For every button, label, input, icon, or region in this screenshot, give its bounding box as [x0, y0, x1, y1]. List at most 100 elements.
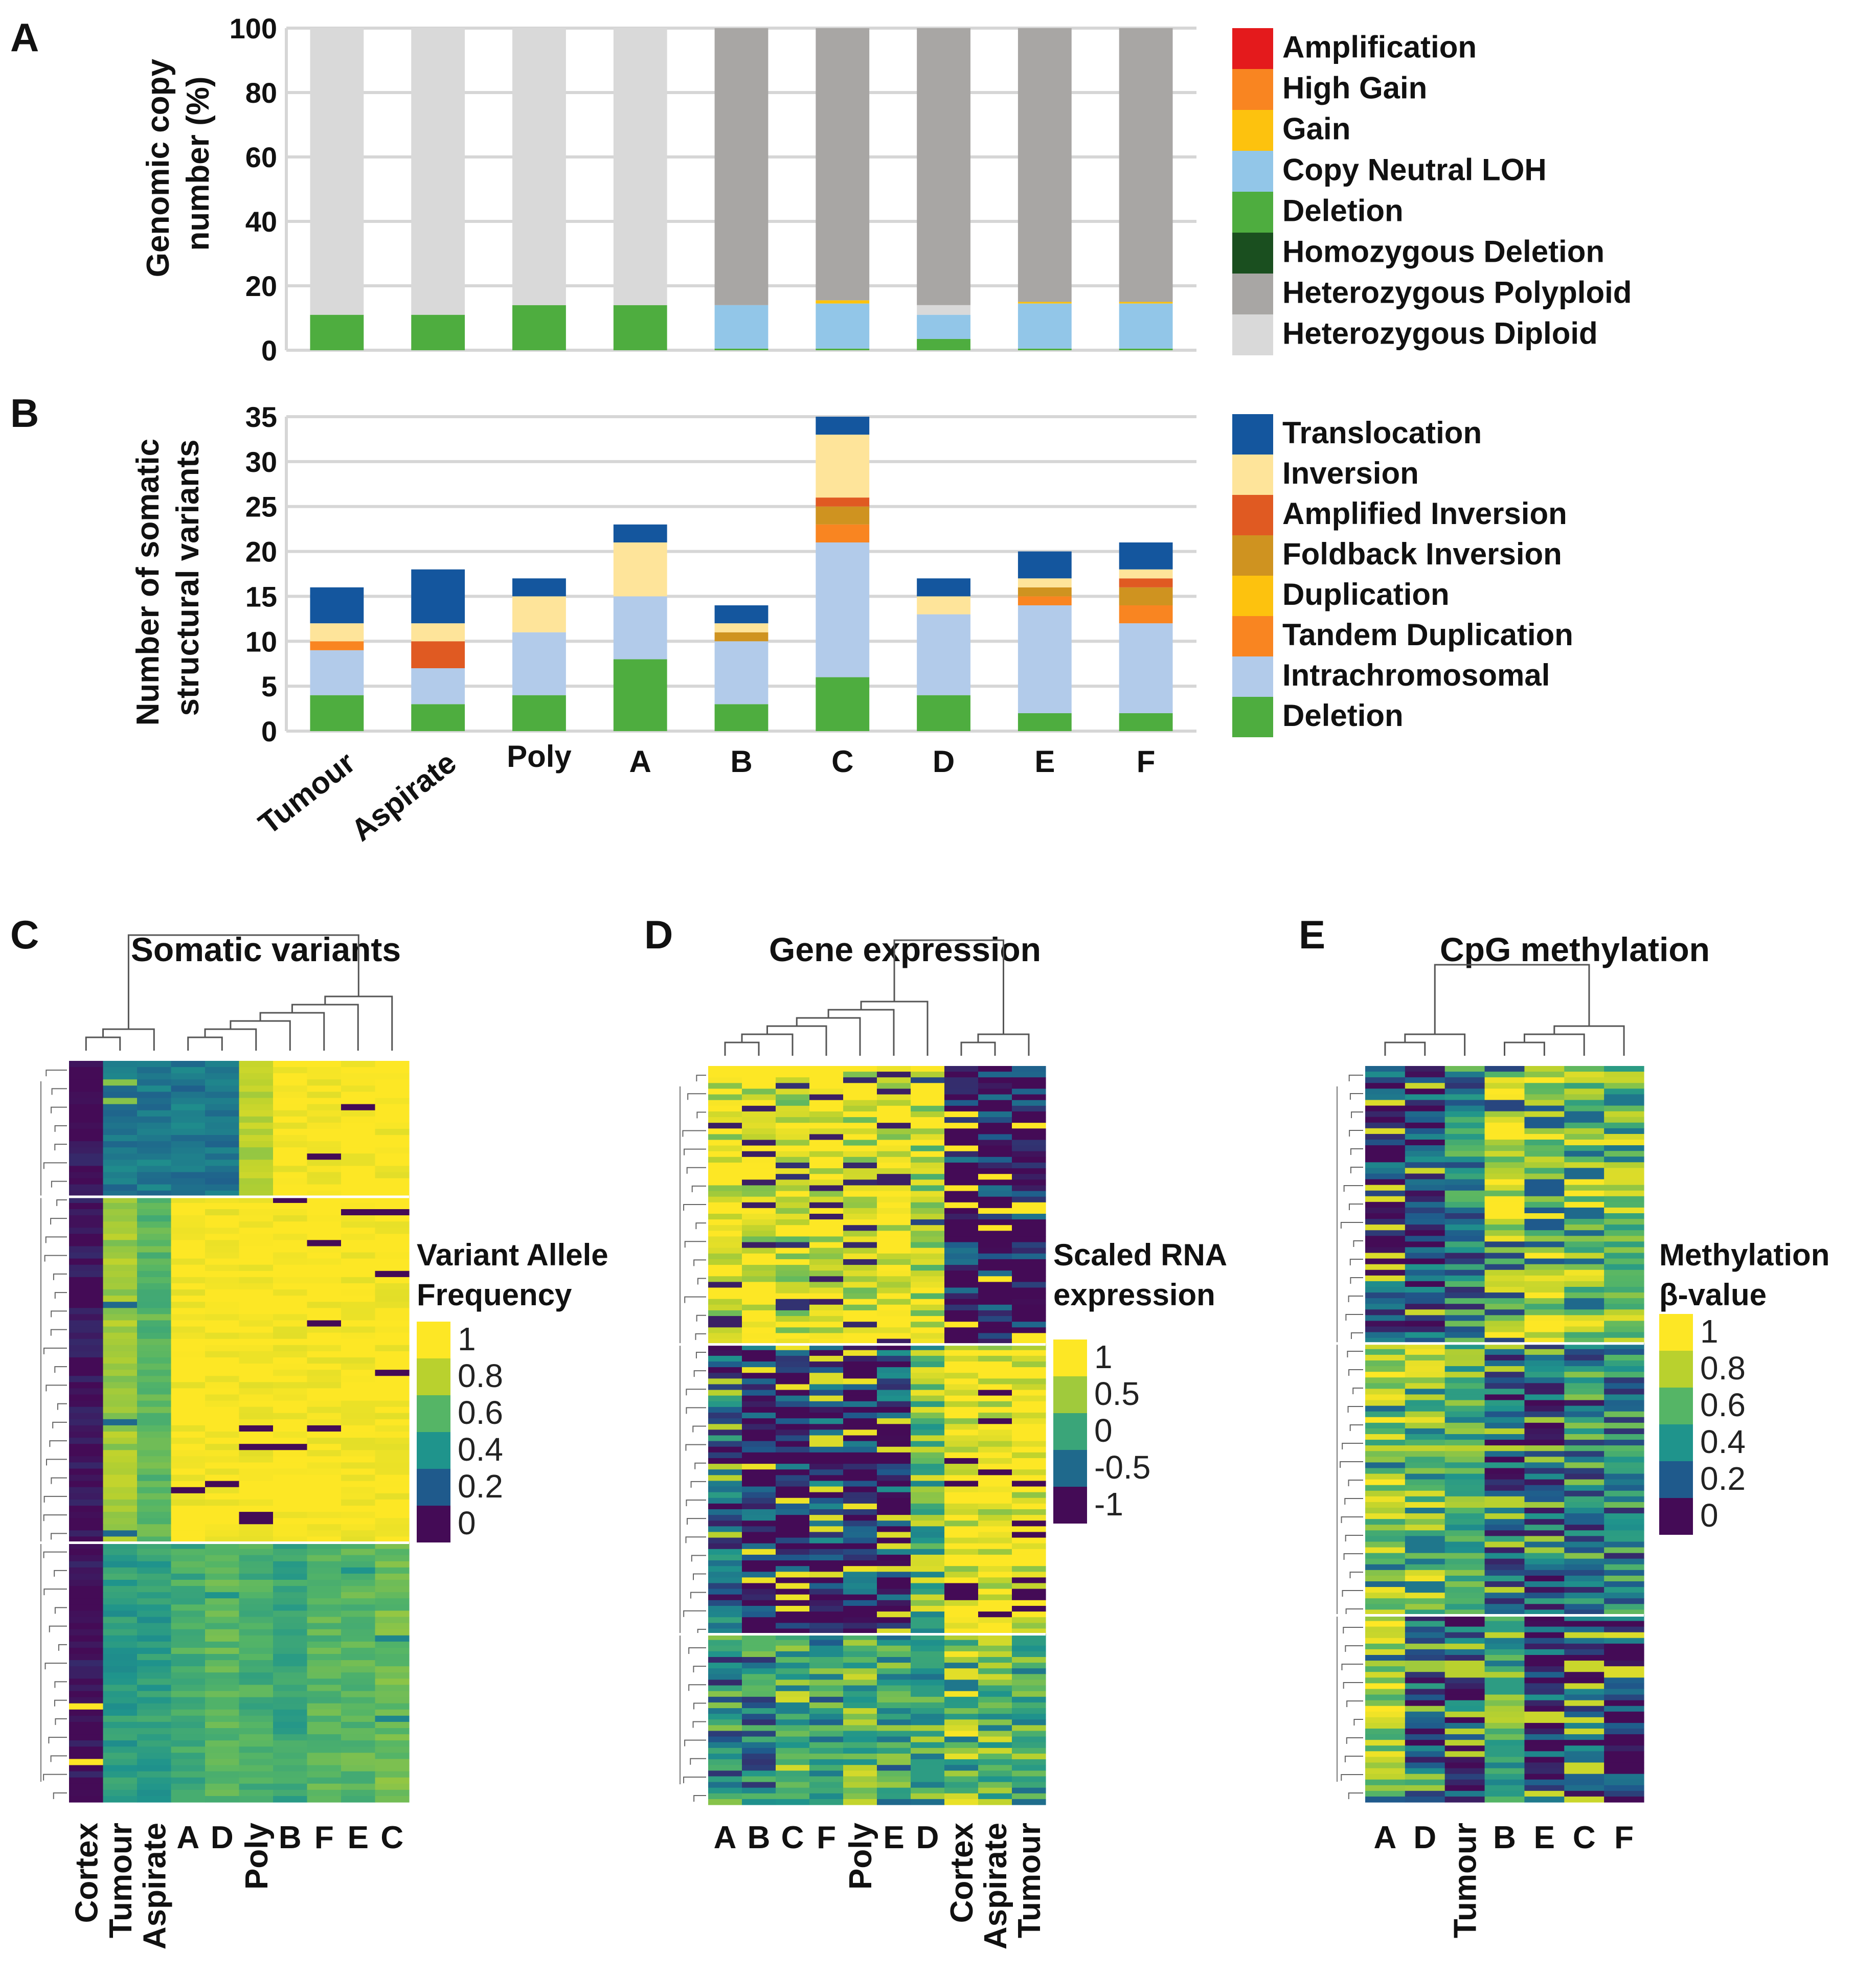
cell-aspirate-row-1-32	[137, 1394, 172, 1401]
cell-e-row-2-10	[341, 1604, 376, 1611]
y-tick-label-60: 60	[245, 141, 277, 173]
bar-e-intrachromosomal	[1018, 605, 1072, 713]
cell-a-row-0-45	[1365, 1321, 1406, 1327]
cell-tumour-row-1-40	[1444, 1570, 1485, 1576]
cell-tumour-row-2-18	[1444, 1717, 1485, 1723]
cell-c-row-0-7	[776, 1105, 810, 1112]
cell-e-row-2-13	[341, 1623, 376, 1630]
cell-a-row-1-42	[708, 1583, 742, 1590]
cell-c-row-1-50	[375, 1506, 410, 1512]
cell-tumour-row-0-47	[1444, 1332, 1485, 1338]
cell-d-row-0-26	[911, 1214, 945, 1220]
cell-cortex-row-2-10	[944, 1691, 979, 1697]
cell-poly-row-2-20	[843, 1747, 877, 1754]
cell-cortex-row-1-37	[944, 1554, 979, 1561]
cell-b-row-2-6	[1484, 1649, 1525, 1655]
cell-e-row-2-38	[341, 1777, 376, 1784]
cell-cortex-row-2-16	[944, 1725, 979, 1732]
cell-tumour-row-2-0	[1444, 1615, 1485, 1622]
cell-b-row-2-18	[742, 1736, 776, 1743]
cell-c-row-0-32	[776, 1247, 810, 1254]
cell-poly-row-1-38	[239, 1432, 274, 1438]
cell-f-row-1-18	[307, 1308, 342, 1315]
cell-e-row-2-17	[341, 1647, 376, 1654]
x-tick-label-a: A	[629, 744, 651, 779]
gene-expression-title: Gene expression	[769, 930, 1041, 968]
cell-poly-row-1-17	[843, 1441, 877, 1447]
cell-d-row-0-1	[205, 1067, 240, 1074]
cell-poly-row-0-47	[843, 1333, 877, 1340]
cell-poly-row-1-21	[239, 1326, 274, 1333]
cell-d-row-1-36	[205, 1419, 240, 1426]
cell-tumour-row-1-22	[103, 1332, 138, 1340]
cell-tumour-row-2-28	[1012, 1793, 1046, 1800]
cell-a-row-1-28	[1365, 1502, 1406, 1508]
cell-e-row-0-7	[877, 1105, 911, 1112]
cell-d-row-1-18	[911, 1446, 945, 1453]
cell-b-row-0-45	[742, 1322, 776, 1328]
cell-c-row-2-41	[375, 1796, 410, 1803]
cell-c-row-1-25	[1564, 1485, 1604, 1491]
cell-c-row-2-11	[375, 1610, 410, 1618]
cell-f-row-1-38	[1604, 1558, 1644, 1565]
row-dendrogram-branch-12	[1348, 1296, 1363, 1302]
cell-tumour-row-0-22	[1444, 1190, 1485, 1197]
dendrogram-branch-left-4	[796, 1017, 861, 1056]
cell-tumour-row-0-15	[1444, 1151, 1485, 1157]
cell-b-row-2-1	[742, 1640, 776, 1646]
cell-poly-row-1-11	[239, 1264, 274, 1272]
cell-tumour-row-1-24	[103, 1345, 138, 1352]
cell-cortex-row-1-27	[69, 1364, 104, 1370]
cell-d-row-0-10	[205, 1122, 240, 1129]
cell-cortex-row-0-9	[944, 1117, 979, 1123]
cell-f-row-1-3	[1604, 1360, 1644, 1367]
cell-b-row-0-17	[742, 1162, 776, 1169]
legend-swatch-inversion	[1232, 455, 1273, 495]
cell-aspirate-row-1-16	[137, 1296, 172, 1302]
cell-e-row-0-16	[341, 1160, 376, 1167]
cell-c-row-1-37	[776, 1554, 810, 1561]
cell-tumour-row-1-3	[1444, 1360, 1485, 1367]
cell-a-row-1-18	[1365, 1445, 1406, 1451]
cell-cortex-row-2-25	[69, 1697, 104, 1704]
cell-e-row-0-28	[877, 1225, 911, 1231]
cell-cortex-row-2-27	[69, 1709, 104, 1716]
row-dendrogram-branch-1	[687, 1093, 706, 1100]
cell-b-row-1-41	[742, 1577, 776, 1584]
row-dendrogram-branch-9	[684, 1241, 706, 1248]
cell-d-row-0-18	[205, 1172, 240, 1179]
cell-cortex-row-2-20	[69, 1666, 104, 1673]
cell-f-row-0-28	[809, 1225, 844, 1231]
cell-f-row-0-44	[809, 1316, 844, 1322]
cell-poly-row-2-4	[239, 1567, 274, 1574]
cell-cortex-row-1-29	[944, 1509, 979, 1515]
cell-b-row-0-40	[1484, 1292, 1525, 1299]
cell-c-row-1-47	[1564, 1609, 1604, 1616]
cell-c-row-2-28	[776, 1793, 810, 1800]
y-tick-label-80: 80	[245, 77, 277, 109]
cell-d-row-1-27	[911, 1497, 945, 1504]
cell-d-row-1-22	[1405, 1468, 1445, 1474]
cell-a-row-0-6	[171, 1098, 206, 1105]
row-dendrogram-branch-17	[686, 1389, 706, 1396]
cell-b-row-0-12	[742, 1134, 776, 1141]
cell-c-row-1-21	[776, 1464, 810, 1470]
cell-d-row-1-48	[205, 1493, 240, 1500]
cell-f-row-2-2	[1604, 1626, 1644, 1633]
cell-f-row-1-13	[307, 1277, 342, 1284]
cell-tumour-row-1-30	[1012, 1515, 1046, 1521]
cell-a-row-0-16	[1365, 1156, 1406, 1163]
cell-d-row-0-25	[1405, 1207, 1445, 1214]
cell-c-row-1-48	[776, 1617, 810, 1623]
cell-d-row-1-17	[911, 1441, 945, 1447]
cell-d-row-2-14	[1405, 1694, 1445, 1701]
cell-f-row-2-3	[307, 1561, 342, 1568]
cell-d-row-1-3	[911, 1361, 945, 1368]
cell-d-row-2-29	[1405, 1779, 1445, 1786]
cell-f-row-1-15	[1604, 1428, 1644, 1435]
cell-e-row-1-18	[341, 1308, 376, 1315]
cell-d-row-1-3	[205, 1215, 240, 1222]
cell-c-row-1-28	[375, 1370, 410, 1376]
cell-d-row-2-19	[911, 1742, 945, 1749]
